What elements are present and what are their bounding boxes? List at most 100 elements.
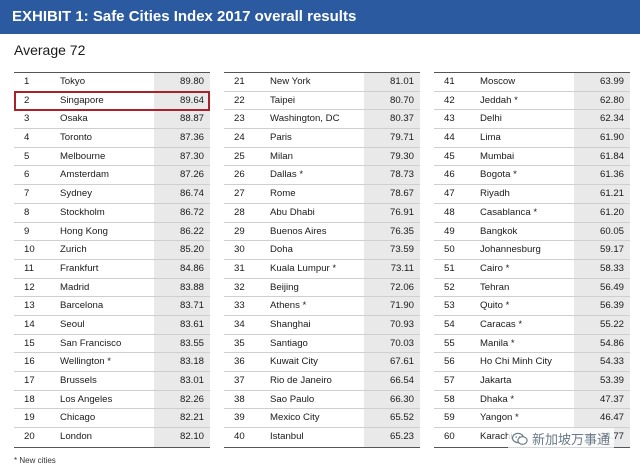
city-score: 87.36 [154, 129, 210, 147]
ranking-row: 45 Mumbai 61.84 [434, 147, 630, 167]
rank-number: 26 [234, 169, 245, 181]
rank-number: 13 [24, 300, 35, 312]
city-name: Beijing [270, 281, 299, 293]
city-score: 54.33 [574, 353, 630, 371]
rank-number: 35 [234, 337, 245, 349]
city-score: 82.21 [154, 409, 210, 428]
rank-number: 7 [24, 188, 30, 200]
city-score: 83.55 [154, 334, 210, 353]
city-score: 61.20 [574, 203, 630, 222]
city-score: 78.67 [364, 185, 420, 203]
city-name: Abu Dhabi [270, 206, 315, 218]
rank-number: 48 [444, 206, 455, 218]
rank-number: 14 [24, 318, 35, 330]
city-score: 80.37 [364, 110, 420, 129]
city-name: Istanbul [270, 431, 304, 443]
city-name: Singapore [60, 94, 104, 106]
city-score: 84.86 [154, 259, 210, 278]
city-name: Tehran [480, 281, 510, 293]
ranking-row: 58 Dhaka * 47.37 [434, 390, 630, 410]
city-name: Washington, DC [270, 113, 340, 125]
city-name: Delhi [480, 113, 502, 125]
ranking-row: 56 Ho Chi Minh City 54.33 [434, 353, 630, 372]
city-score: 76.35 [364, 222, 420, 241]
rank-number: 38 [234, 393, 245, 405]
rank-number: 9 [24, 225, 30, 237]
ranking-row: 48 Casablanca * 61.20 [434, 203, 630, 223]
city-name: Buenos Aires [270, 225, 327, 237]
ranking-row: 3 Osaka 88.87 [14, 110, 210, 130]
ranking-row: 39 Mexico City 65.52 [224, 409, 420, 429]
rank-number: 40 [234, 431, 245, 443]
city-name: Sydney [60, 188, 92, 200]
city-name: Riyadh [480, 188, 510, 200]
rank-number: 49 [444, 225, 455, 237]
ranking-row: 53 Quito * 56.39 [434, 297, 630, 316]
ranking-row: 27 Rome 78.67 [224, 185, 420, 204]
city-score: 70.03 [364, 334, 420, 353]
city-score: 65.52 [364, 409, 420, 428]
city-score: 89.64 [154, 91, 210, 110]
rank-number: 57 [444, 375, 455, 386]
city-name: Dallas * [270, 169, 304, 181]
rank-number: 44 [444, 132, 455, 144]
ranking-row: 20 London 82.10 [14, 428, 210, 447]
wechat-icon [512, 432, 528, 446]
exhibit-title: EXHIBIT 1: Safe Cities Index 2017 overal… [0, 0, 640, 34]
ranking-row: 38 Sao Paulo 66.30 [224, 390, 420, 410]
rank-number: 23 [234, 113, 245, 125]
city-score: 56.39 [574, 297, 630, 315]
rank-number: 34 [234, 318, 245, 330]
city-score: 89.80 [154, 73, 210, 91]
rank-number: 17 [24, 375, 35, 386]
ranking-row: 36 Kuwait City 67.61 [224, 353, 420, 372]
city-score: 82.26 [154, 390, 210, 409]
rank-number: 37 [234, 375, 245, 386]
city-name: Manila * [480, 337, 515, 349]
city-score: 47.37 [574, 390, 630, 409]
city-name: Jeddah * [480, 94, 518, 106]
rank-number: 11 [24, 262, 34, 274]
city-name: Barcelona [60, 300, 104, 312]
rank-number: 19 [24, 412, 35, 424]
city-name: Hong Kong [60, 225, 109, 237]
ranking-row: 46 Bogota * 61.36 [434, 166, 630, 186]
rank-number: 10 [24, 244, 35, 256]
rank-number: 39 [234, 412, 245, 424]
city-name: Chicago [60, 412, 96, 424]
rank-number: 53 [444, 300, 455, 312]
city-name: San Francisco [60, 337, 122, 349]
ranking-row: 1 Tokyo 89.80 [14, 73, 210, 92]
rank-number: 42 [444, 94, 455, 106]
ranking-row: 5 Melbourne 87.30 [14, 147, 210, 167]
ranking-row: 11 Frankfurt 84.86 [14, 259, 210, 279]
city-name: Wellington * [60, 356, 112, 368]
ranking-row: 52 Tehran 56.49 [434, 278, 630, 298]
city-name: Doha [270, 244, 293, 256]
city-score: 88.87 [154, 110, 210, 129]
ranking-column-1: 1 Tokyo 89.80 2 Singapore 89.64 3 Osaka 88.87 4 To… [14, 72, 210, 448]
ranking-row: 10 Zurich 85.20 [14, 241, 210, 260]
ranking-row: 15 San Francisco 83.55 [14, 334, 210, 354]
ranking-row: 42 Jeddah * 62.80 [434, 91, 630, 111]
rank-number: 8 [24, 206, 30, 218]
ranking-row: 25 Milan 79.30 [224, 147, 420, 167]
average-label: Average 72 [14, 42, 86, 58]
rank-number: 58 [444, 393, 455, 405]
city-name: Tokyo [60, 76, 86, 87]
ranking-row: 8 Stockholm 86.72 [14, 203, 210, 223]
ranking-row: 9 Hong Kong 86.22 [14, 222, 210, 242]
rank-number: 52 [444, 281, 455, 293]
ranking-row: 6 Amsterdam 87.26 [14, 166, 210, 186]
city-name: Stockholm [60, 206, 105, 218]
rank-number: 21 [234, 76, 245, 87]
city-score: 87.26 [154, 166, 210, 185]
city-name: Casablanca * [480, 206, 538, 218]
city-score: 73.59 [364, 241, 420, 259]
city-name: Milan [270, 150, 293, 162]
city-name: Yangon * [480, 412, 519, 424]
city-score: 53.39 [574, 372, 630, 390]
ranking-column-2: 21 New York 81.01 22 Taipei 80.70 23 Washington… [224, 72, 420, 448]
rank-number: 27 [234, 188, 245, 200]
city-name: Bogota * [480, 169, 517, 181]
